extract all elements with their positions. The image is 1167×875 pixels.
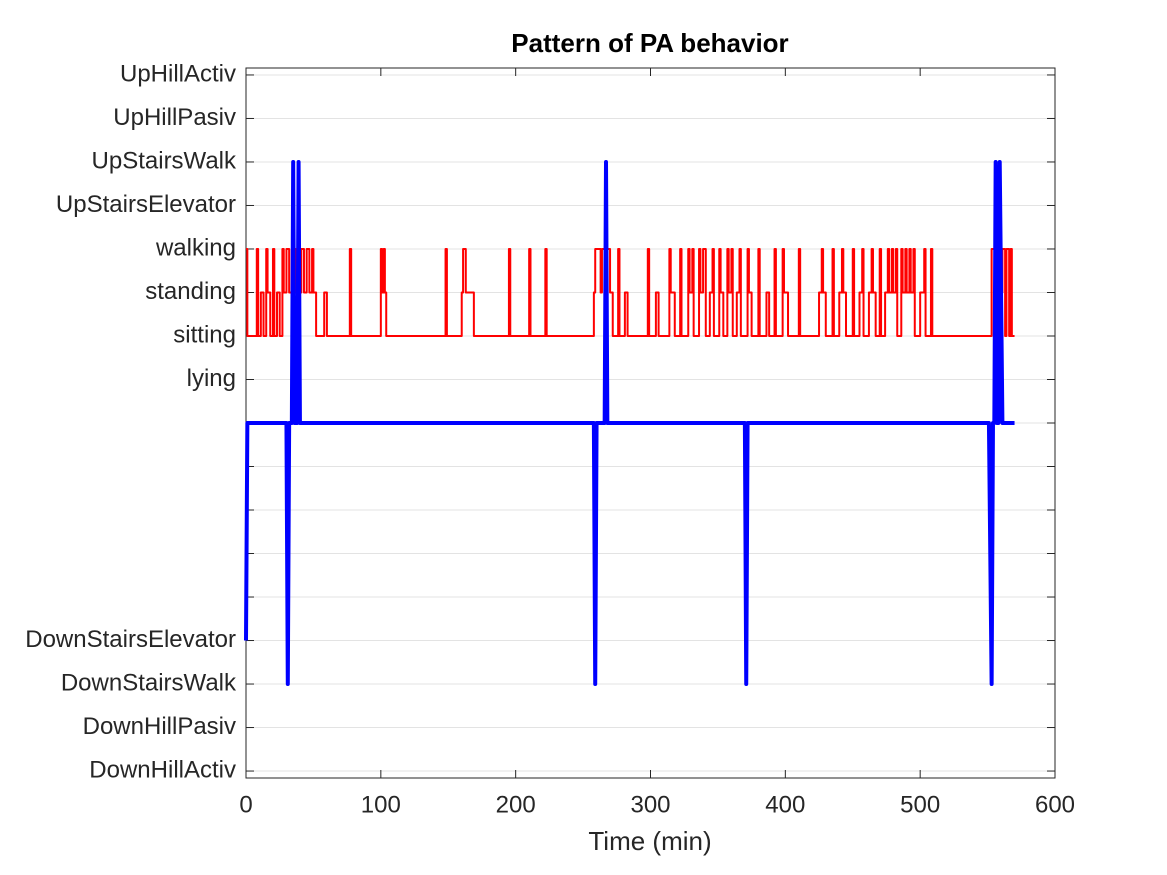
y-tick-label: DownStairsElevator (25, 626, 236, 653)
x-tick-label: 600 (1035, 791, 1075, 818)
y-tick-label: UpStairsElevator (56, 191, 236, 218)
chart-title: Pattern of PA behavior (511, 28, 788, 58)
x-tick-label: 400 (765, 791, 805, 818)
x-tick-label: 200 (496, 791, 536, 818)
y-tick-label: UpHillPasiv (113, 104, 236, 131)
x-tick-label: 500 (900, 791, 940, 818)
y-tick-label: DownHillPasiv (83, 713, 236, 740)
y-tick-label: DownStairsWalk (61, 669, 237, 696)
y-tick-label: lying (187, 365, 236, 392)
x-axis-label: Time (min) (588, 826, 711, 856)
y-tick-label: walking (155, 234, 236, 261)
x-tick-label: 300 (630, 791, 670, 818)
x-tick-label: 0 (239, 791, 252, 818)
data-line (246, 247, 1015, 337)
y-tick-label: DownHillActiv (89, 756, 236, 783)
y-tick-label: sitting (173, 321, 236, 348)
data-line (244, 159, 1015, 687)
y-tick-label: standing (145, 278, 236, 305)
y-tick-label: UpHillActiv (120, 60, 236, 87)
y-tick-label: UpStairsWalk (92, 147, 237, 174)
x-tick-label: 100 (361, 791, 401, 818)
